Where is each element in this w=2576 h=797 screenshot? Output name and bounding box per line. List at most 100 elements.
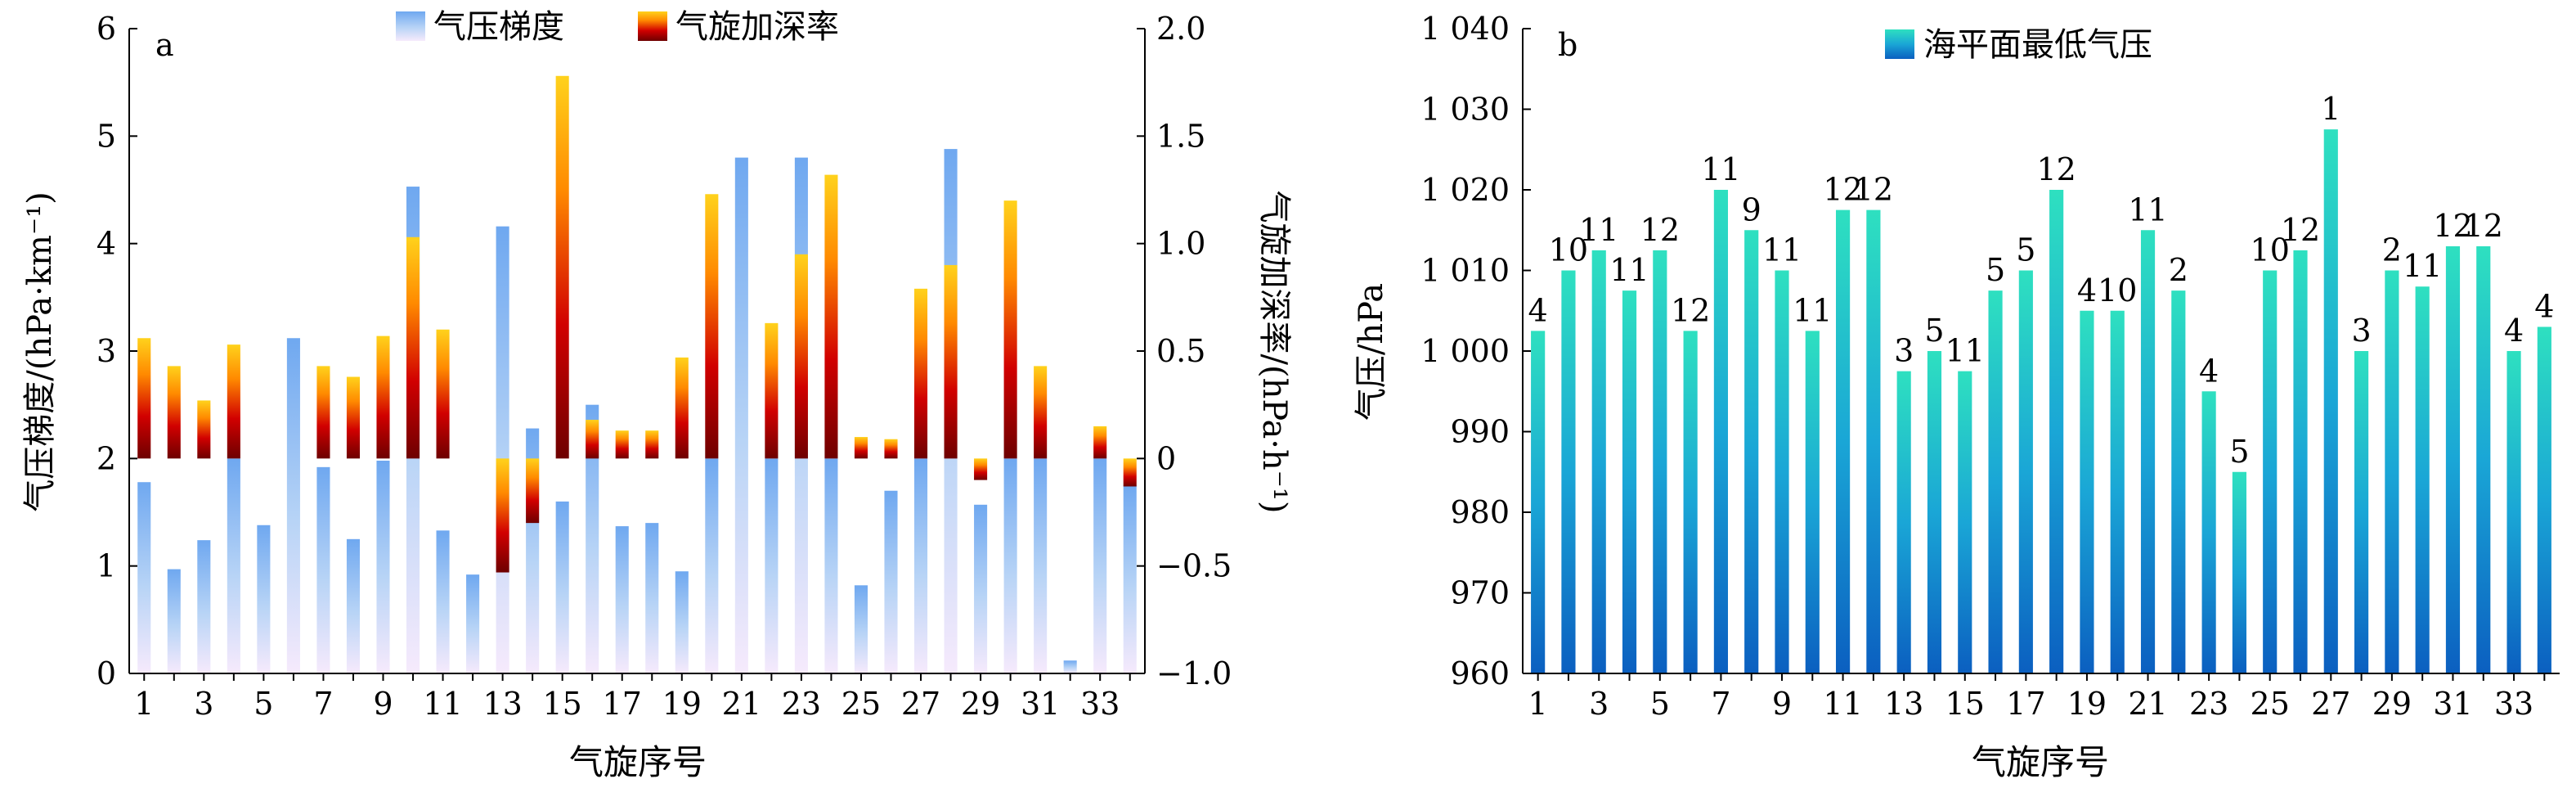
panel-b-x-tick-label: 3 <box>1589 686 1609 722</box>
bar-deepening-rate <box>615 430 629 459</box>
data-label-month: 10 <box>2251 232 2290 268</box>
legend-label-pressure-gradient: 气压梯度 <box>433 8 564 46</box>
bar-pressure-gradient <box>824 458 838 673</box>
panel-a-x-tick-label: 5 <box>254 686 273 722</box>
bar-deepening-rate <box>675 357 689 459</box>
data-label-month: 11 <box>2128 191 2167 227</box>
bar-pressure-gradient <box>765 458 779 673</box>
data-label-month: 2 <box>2382 232 2402 268</box>
bar-pressure-gradient <box>1123 485 1137 673</box>
panel-b-x-tick-label: 27 <box>2311 686 2350 722</box>
panel-a-x-tick-label: 19 <box>662 686 702 722</box>
data-label-month: 4 <box>2199 353 2219 389</box>
panel-a-x-tick-label: 27 <box>901 686 940 722</box>
data-label-month: 10 <box>2098 272 2137 308</box>
panel-a-left-tick-label: 3 <box>96 333 116 369</box>
panel-a-x-tick-label: 3 <box>194 686 213 722</box>
bar-pressure-gradient <box>675 571 689 673</box>
panel-a-x-tick-label: 29 <box>961 686 1000 722</box>
bar-min-sea-level-pressure <box>2476 245 2491 673</box>
bar-pressure-gradient <box>346 538 361 673</box>
bar-min-sea-level-pressure <box>1836 209 1851 673</box>
panel-a-right-tick-label: −1.0 <box>1156 655 1232 691</box>
panel-a-label: a <box>155 27 174 63</box>
bar-deepening-rate <box>586 420 599 459</box>
bar-min-sea-level-pressure <box>2445 245 2461 673</box>
legend-label-min-sea-level-pressure: 海平面最低气压 <box>1923 26 2152 64</box>
panel-a-ylabel-right: 气旋加深率/(hPa·h⁻¹) <box>1255 190 1293 513</box>
legend-swatch-pressure-gradient <box>396 11 425 41</box>
bar-deepening-rate <box>496 458 509 573</box>
bar-min-sea-level-pressure <box>1622 290 1637 673</box>
panel-a-x-tick-label: 33 <box>1080 686 1120 722</box>
data-label-month: 1 <box>2321 91 2340 127</box>
panel-b-x-tick-label: 21 <box>2128 686 2167 722</box>
data-label-month: 3 <box>1894 333 1914 369</box>
panel-a-x-tick-label: 25 <box>841 686 881 722</box>
data-label-month: 12 <box>2464 208 2503 244</box>
bar-min-sea-level-pressure <box>2171 290 2186 673</box>
bar-min-sea-level-pressure <box>1713 190 1728 673</box>
panel-b-y-tick-label: 1 040 <box>1420 11 1510 47</box>
panel-b-label: b <box>1558 27 1577 63</box>
panel-b-y-tick-label: 1 020 <box>1420 172 1510 208</box>
panel-b-y-tick-label: 1 010 <box>1420 253 1510 289</box>
bar-min-sea-level-pressure <box>2263 270 2278 673</box>
bar-deepening-rate <box>854 437 868 459</box>
bar-min-sea-level-pressure <box>2293 250 2308 673</box>
data-label-month: 12 <box>2433 208 2472 244</box>
data-label-month: 11 <box>1793 292 1832 328</box>
bar-min-sea-level-pressure <box>2385 270 2399 673</box>
panel-a-left-tick-label: 1 <box>96 548 116 584</box>
bar-deepening-rate <box>1093 426 1107 459</box>
legend-swatch-deepening-rate <box>638 11 667 41</box>
bar-deepening-rate <box>794 254 808 459</box>
panel-a-x-tick-label: 15 <box>542 686 581 722</box>
bar-min-sea-level-pressure <box>1561 270 1576 673</box>
bar-deepening-rate <box>824 174 838 459</box>
bar-pressure-gradient <box>884 490 898 673</box>
bar-pressure-gradient <box>1034 458 1048 673</box>
bar-pressure-gradient <box>586 404 599 673</box>
panel-a-right-tick-label: −0.5 <box>1156 548 1232 584</box>
data-label-month: 5 <box>1986 252 2005 288</box>
panel-b-x-tick-label: 25 <box>2251 686 2290 722</box>
data-label-month: 4 <box>2534 288 2554 324</box>
panel-b-x-tick-label: 19 <box>2067 686 2107 722</box>
bar-min-sea-level-pressure <box>1866 209 1881 673</box>
bar-pressure-gradient <box>496 226 509 673</box>
panel-a-x-tick-label: 17 <box>603 686 642 722</box>
bar-deepening-rate <box>944 264 958 459</box>
bar-pressure-gradient <box>197 540 211 673</box>
bar-deepening-rate <box>913 288 928 459</box>
bar-deepening-rate <box>1034 366 1048 459</box>
panel-a-legend: 气压梯度 气旋加深率 <box>396 8 839 46</box>
bar-pressure-gradient <box>1003 458 1017 673</box>
legend-label-deepening-rate: 气旋加深率 <box>675 8 839 46</box>
bar-pressure-gradient <box>913 458 928 673</box>
panel-b-x-tick-label: 9 <box>1772 686 1792 722</box>
bar-min-sea-level-pressure <box>2323 129 2338 673</box>
bar-deepening-rate <box>526 458 540 524</box>
panel-b-ylabel: 气压/hPa <box>1353 283 1390 421</box>
data-label-month: 11 <box>1701 151 1740 187</box>
panel-b-x-tick-label: 15 <box>1945 686 1985 722</box>
bar-deepening-rate <box>974 458 988 480</box>
panel-a-left-tick-label: 4 <box>96 226 116 262</box>
bar-deepening-rate <box>1003 200 1017 459</box>
legend-swatch-min-sea-level-pressure <box>1885 29 1914 59</box>
data-label-month: 12 <box>1854 172 1893 208</box>
panel-a-left-tick-label: 5 <box>96 118 116 154</box>
panel-b-x-tick-label: 23 <box>2189 686 2228 722</box>
bar-min-sea-level-pressure <box>2110 310 2125 673</box>
bar-deepening-rate <box>436 329 450 459</box>
bar-deepening-rate <box>555 75 569 459</box>
panel-b-legend: 海平面最低气压 <box>1885 26 2152 64</box>
bar-min-sea-level-pressure <box>1805 331 1820 673</box>
data-label-month: 12 <box>1671 292 1710 328</box>
panel-a-left-tick-label: 2 <box>96 440 116 476</box>
